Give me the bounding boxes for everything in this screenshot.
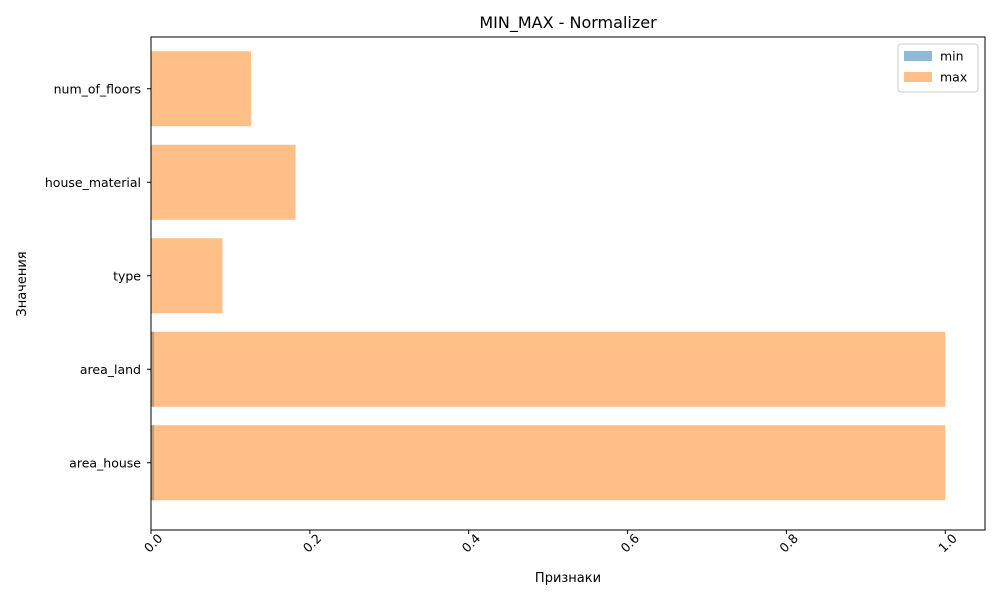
bars-layer [151, 51, 946, 501]
legend-label-max: max [940, 70, 967, 85]
legend-swatch-min [904, 51, 932, 61]
plot-frame [150, 36, 986, 531]
bar-max-num_of_floors [151, 51, 252, 127]
y-axis-label: Значения [15, 251, 30, 316]
x-axis-label: Признаки [535, 571, 601, 586]
y-tick-label: area_land [80, 362, 141, 377]
legend: min max [897, 43, 979, 93]
bar-max-house_material [151, 144, 296, 220]
legend-label-min: min [940, 49, 964, 64]
chart-title: MIN_MAX - Normalizer [479, 13, 657, 33]
bar-max-type [151, 238, 223, 314]
legend-swatch-max [904, 72, 932, 82]
y-tick-label: num_of_floors [54, 81, 141, 96]
bar-max-area_land [151, 331, 946, 407]
bar-max-area_house [151, 425, 946, 501]
y-tick-label: type [113, 268, 141, 283]
y-tick-label: house_material [45, 175, 141, 190]
y-tick-label: area_house [69, 455, 141, 470]
